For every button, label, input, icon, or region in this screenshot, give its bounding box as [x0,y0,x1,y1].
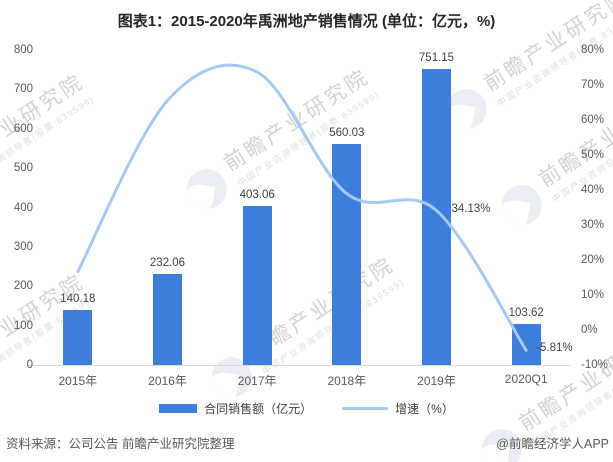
y-axis-left-tick-label: 800 [13,44,33,56]
bar-value-label: 403.06 [239,189,275,202]
y-axis-left-tick-label: 500 [13,162,33,175]
y-axis-right-tick-label: 60% [581,114,605,126]
x-axis-line [28,365,570,366]
y-axis-left-tick-label: 700 [13,83,33,96]
chart-title: 图表1：2015-2020年禹洲地产销售情况 (单位：亿元，%) [117,13,496,30]
bar [63,309,93,365]
bar [332,144,362,365]
x-axis-tick-label: 2018年 [327,374,367,388]
line-value-label: -5.81% [536,342,573,355]
y-axis-right-tick-label: 40% [581,184,605,196]
x-axis-tick-label: 2019年 [417,374,456,388]
y-axis-right-tick-label: 20% [581,254,605,266]
line-series-swatch-icon [342,406,389,411]
credit-note: @前瞻经济学人APP [496,437,609,451]
bar-series-swatch-icon [159,404,198,413]
y-axis-right-tick-label: 80% [581,44,605,56]
bar [153,273,182,365]
bar-value-label: 140.18 [60,292,96,305]
y-axis-left-tick-label: 100 [13,319,33,332]
x-axis-tick-label: 2020Q1 [504,372,548,386]
y-axis-left-tick-label: 400 [13,201,33,214]
y-axis-right-tick-label: 50% [581,149,605,161]
x-axis-tick-label: 2016年 [148,374,187,388]
bar-value-label: 103.62 [508,307,544,320]
y-axis-right-tick-label: 0% [581,324,598,336]
x-axis-tick-label: 2015年 [58,374,98,388]
legend-line-label: 增速（%） [395,402,454,416]
x-axis-tick-label: 2017年 [237,374,277,388]
y-axis-left-tick-label: 600 [13,122,33,135]
bar-value-label: 560.03 [329,127,365,140]
bar [422,69,451,365]
y-axis-right-tick-label: 30% [581,219,605,231]
y-axis-left-tick-label: 0 [26,359,33,371]
footer: 资料来源：公司公告 前瞻产业研究院整理 @前瞻经济学人APP [6,433,609,452]
legend-item-sales: 合同销售额（亿元） [159,400,312,417]
bar [242,206,272,365]
y-axis-right-tick-label: 10% [581,289,605,301]
bar-value-label: 232.06 [149,256,186,269]
legend-bar-label: 合同销售额（亿元） [204,402,313,416]
legend-item-growth: 增速（%） [342,400,454,417]
legend: 合同销售额（亿元） 增速（%） [0,400,613,417]
line-value-label: 34.13% [451,202,491,215]
y-axis-right-tick-label: -10% [581,359,608,371]
y-axis-left-tick-label: 200 [13,280,33,293]
y-axis-left-tick-label: 300 [13,240,33,253]
y-axis-right-tick-label: 70% [581,79,605,91]
source-note: 资料来源：公司公告 前瞻产业研究院整理 [6,437,235,451]
bar-value-label: 751.15 [418,52,455,65]
